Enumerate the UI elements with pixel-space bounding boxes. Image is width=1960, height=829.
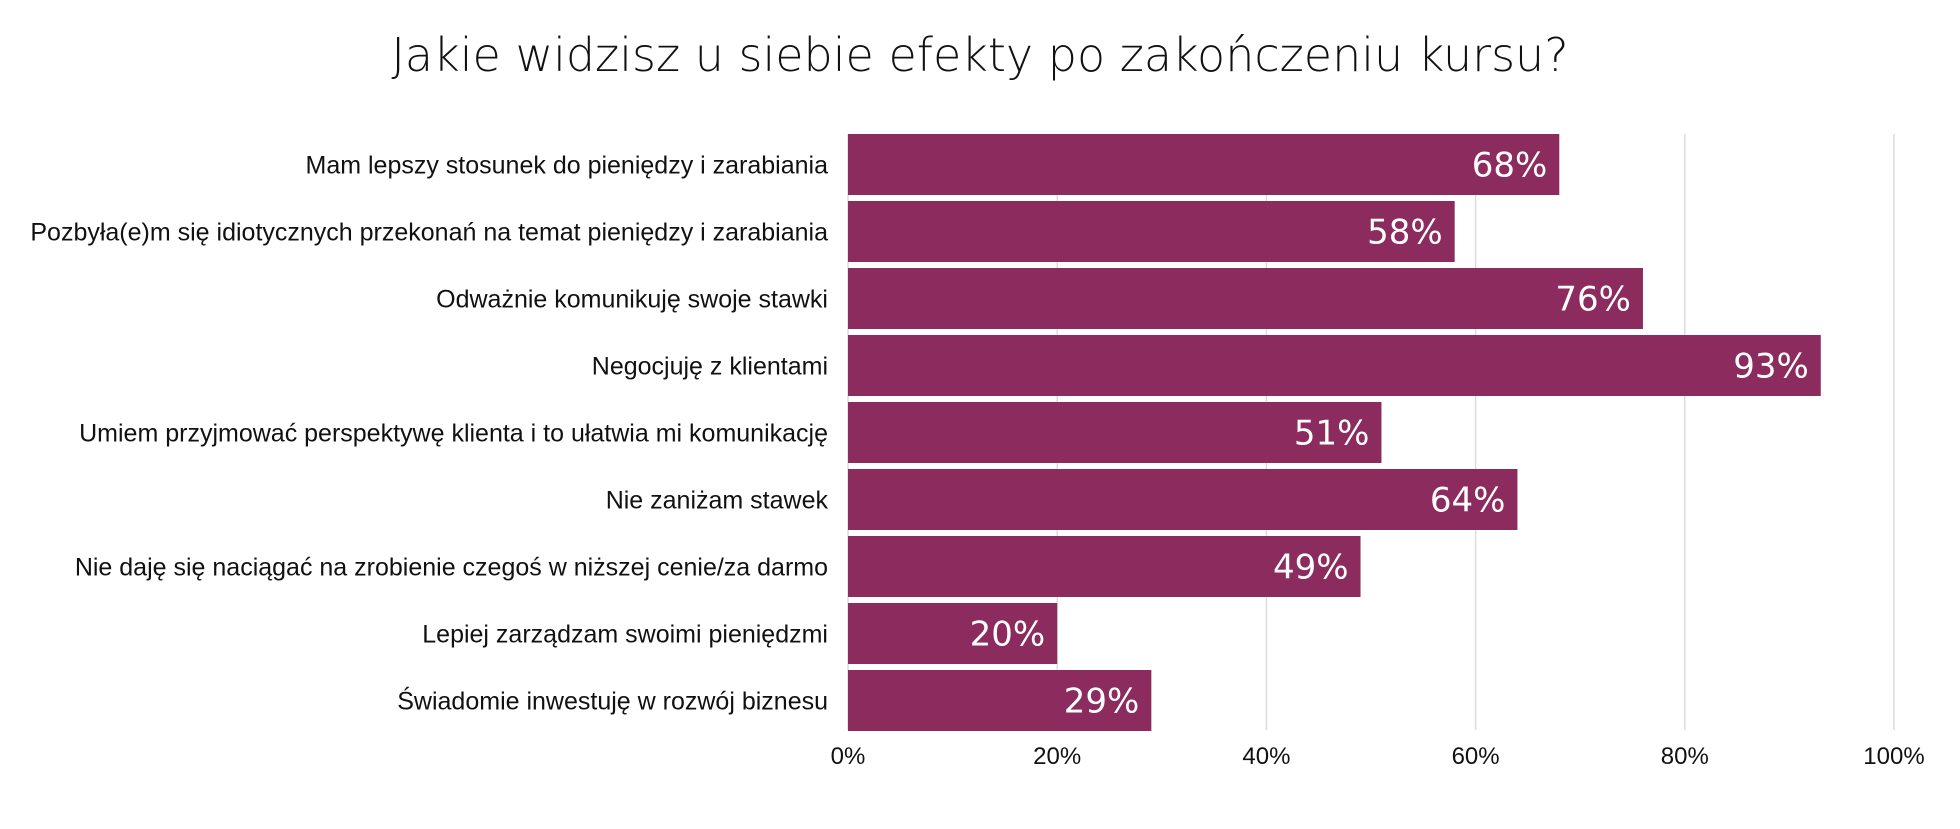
data-label: 58% <box>1367 213 1443 253</box>
category-label: Świadomie inwestuję w rozwój biznesu <box>397 686 828 716</box>
bar <box>848 670 1152 731</box>
category-label: Lepiej zarządzam swoimi pieniędzmi <box>422 621 828 649</box>
bars: 68% 58% 76% 93% 51% 64% 49% 20% 29% <box>848 134 1821 731</box>
category-labels: Mam lepszy stosunek do pieniędzy i zarab… <box>30 152 828 716</box>
data-label: 64% <box>1430 481 1506 521</box>
bar <box>848 603 1058 664</box>
data-label: 20% <box>970 615 1046 655</box>
x-tick-label: 80% <box>1661 743 1709 770</box>
bar <box>848 335 1821 396</box>
bar <box>848 402 1382 463</box>
data-label: 93% <box>1733 347 1809 387</box>
data-label: 76% <box>1555 280 1631 320</box>
bar <box>848 201 1455 262</box>
category-label: Mam lepszy stosunek do pieniędzy i zarab… <box>306 152 829 180</box>
x-tick-label: 0% <box>831 743 866 770</box>
x-tick-label: 20% <box>1033 743 1081 770</box>
category-label: Negocjuję z klientami <box>592 353 828 381</box>
x-tick-label: 40% <box>1242 743 1290 770</box>
data-label: 68% <box>1472 146 1548 186</box>
category-label: Odważnie komunikuję swoje stawki <box>436 286 828 314</box>
bar <box>848 536 1361 597</box>
category-label: Nie zaniżam stawek <box>606 487 829 515</box>
x-tick-label: 100% <box>1863 743 1924 770</box>
data-label: 29% <box>1064 682 1140 722</box>
data-label: 49% <box>1273 548 1349 588</box>
x-axis-ticks: 0% 20% 40% 60% 80% 100% <box>831 743 1925 770</box>
x-tick-label: 60% <box>1452 743 1500 770</box>
bar <box>848 268 1643 329</box>
bar <box>848 134 1560 195</box>
chart-title: Jakie widzisz u siebie efekty po zakończ… <box>391 28 1569 82</box>
bar <box>848 469 1518 530</box>
category-label: Pozbyła(e)m się idiotycznych przekonań n… <box>30 219 828 247</box>
category-label: Umiem przyjmować perspektywę klienta i t… <box>79 420 828 448</box>
data-label: 51% <box>1294 414 1370 454</box>
category-label: Nie daję się naciągać na zrobienie czego… <box>75 554 828 582</box>
